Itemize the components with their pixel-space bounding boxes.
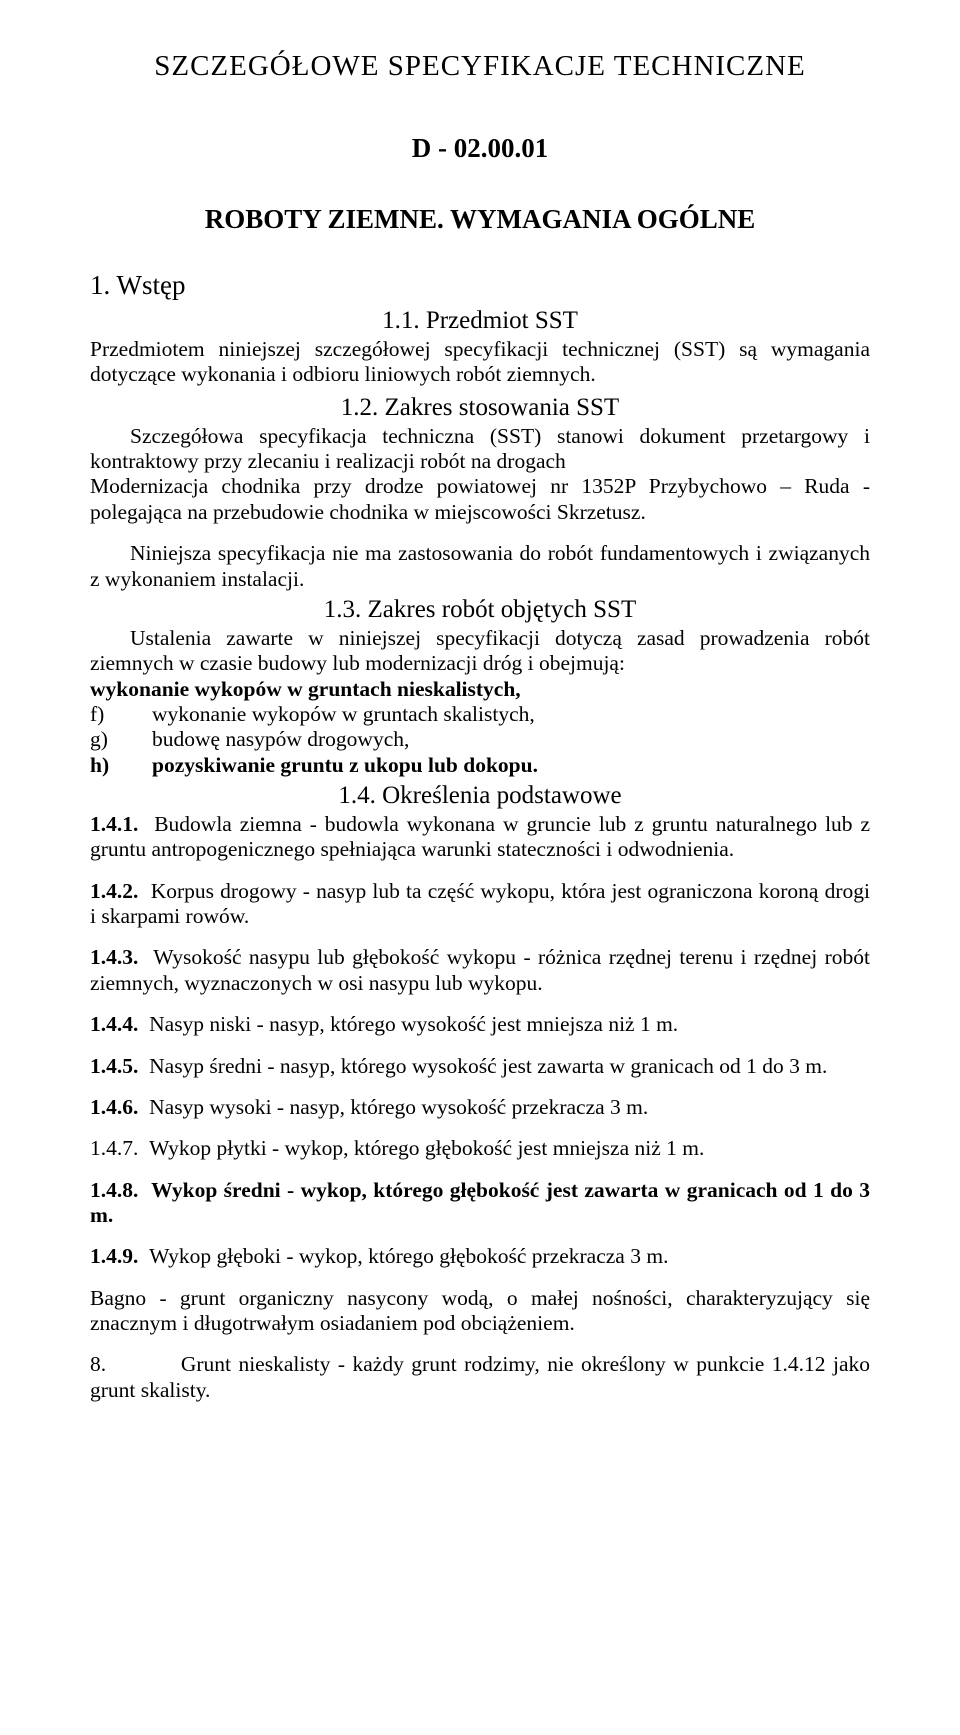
definition-1-4-1: 1.4.1. Budowla ziemna - budowla wykonana… — [90, 812, 870, 863]
section-1-2-heading: 1.2. Zakres stosowania SST — [90, 394, 870, 422]
def-lead: 1.4.1. — [90, 812, 138, 836]
def-lead-plain: 1.4.7. — [90, 1136, 138, 1160]
list-item: f) wykonanie wykopów w gruntach skalisty… — [90, 702, 870, 727]
def-text: Nasyp wysoki - nasyp, którego wysokość p… — [149, 1095, 648, 1119]
definition-1-4-7: 1.4.7. Wykop płytki - wykop, którego głę… — [90, 1136, 870, 1161]
list-letter: f) — [90, 702, 152, 727]
def-text: Wykop średni - wykop, którego głębokość … — [90, 1178, 870, 1227]
def-text: Nasyp niski - nasyp, którego wysokość je… — [149, 1012, 678, 1036]
list-item: g) budowę nasypów drogowych, — [90, 727, 870, 752]
def-lead-plain: 8. — [90, 1352, 106, 1376]
definition-1-4-5: 1.4.5. Nasyp średni - nasyp, którego wys… — [90, 1054, 870, 1079]
definition-bagno: Bagno - grunt organiczny nasycony wodą, … — [90, 1286, 870, 1337]
def-lead: 1.4.4. — [90, 1012, 138, 1036]
section-1-2-body-1: Szczegółowa specyfikacja techniczna (SST… — [90, 424, 870, 475]
section-1-1-heading: 1.1. Przedmiot SST — [90, 307, 870, 335]
main-title: SZCZEGÓŁOWE SPECYFIKACJE TECHNICZNE — [90, 50, 870, 83]
document-subject: ROBOTY ZIEMNE. WYMAGANIA OGÓLNE — [90, 204, 870, 235]
def-lead: 1.4.3. — [90, 945, 138, 969]
section-1-heading: 1. Wstęp — [90, 270, 870, 301]
def-lead: 1.4.8. — [90, 1178, 138, 1202]
section-1-2-body-2: Modernizacja chodnika przy drodze powiat… — [90, 474, 870, 525]
section-1-1-body: Przedmiotem niniejszej szczegółowej spec… — [90, 337, 870, 388]
section-1-3-body: Ustalenia zawarte w niniejszej specyfika… — [90, 626, 870, 677]
document-page: SZCZEGÓŁOWE SPECYFIKACJE TECHNICZNE D - … — [0, 0, 960, 1459]
definition-1-4-4: 1.4.4. Nasyp niski - nasyp, którego wyso… — [90, 1012, 870, 1037]
def-text: Nasyp średni - nasyp, którego wysokość j… — [149, 1054, 827, 1078]
section-1-2-body-3: Niniejsza specyfikacja nie ma zastosowan… — [90, 541, 870, 592]
definition-1-4-2: 1.4.2. Korpus drogowy - nasyp lub ta czę… — [90, 879, 870, 930]
def-text: Budowla ziemna - budowla wykonana w grun… — [90, 812, 870, 861]
def-lead: 1.4.2. — [90, 879, 138, 903]
section-1-4-heading: 1.4. Określenia podstawowe — [90, 782, 870, 810]
def-text: Wykop płytki - wykop, którego głębokość … — [149, 1136, 704, 1160]
def-text: Grunt nieskalisty - każdy grunt rodzimy,… — [90, 1352, 870, 1401]
list-text: pozyskiwanie gruntu z ukopu lub dokopu. — [152, 753, 870, 778]
def-lead: 1.4.9. — [90, 1244, 138, 1268]
definition-1-4-6: 1.4.6. Nasyp wysoki - nasyp, którego wys… — [90, 1095, 870, 1120]
definition-1-4-9: 1.4.9. Wykop głęboki - wykop, którego gł… — [90, 1244, 870, 1269]
def-text: Wykop głęboki - wykop, którego głębokość… — [149, 1244, 668, 1268]
section-1-3-heading: 1.3. Zakres robót objętych SST — [90, 596, 870, 624]
list-item: h) pozyskiwanie gruntu z ukopu lub dokop… — [90, 753, 870, 778]
def-lead: 1.4.6. — [90, 1095, 138, 1119]
def-lead: 1.4.5. — [90, 1054, 138, 1078]
def-text: Korpus drogowy - nasyp lub ta część wyko… — [90, 879, 870, 928]
list-text: budowę nasypów drogowych, — [152, 727, 870, 752]
list-letter: g) — [90, 727, 152, 752]
definition-1-4-3: 1.4.3. Wysokość nasypu lub głębokość wyk… — [90, 945, 870, 996]
list-letter: h) — [90, 753, 152, 778]
document-code: D - 02.00.01 — [90, 133, 870, 164]
definition-1-4-8: 1.4.8. Wykop średni - wykop, którego głę… — [90, 1178, 870, 1229]
definition-8: 8. Grunt nieskalisty - każdy grunt rodzi… — [90, 1352, 870, 1403]
section-1-3-bullet-bold: wykonanie wykopów w gruntach nieskalisty… — [90, 677, 870, 702]
list-text: wykonanie wykopów w gruntach skalistych, — [152, 702, 870, 727]
def-text: Wysokość nasypu lub głębokość wykopu - r… — [90, 945, 870, 994]
